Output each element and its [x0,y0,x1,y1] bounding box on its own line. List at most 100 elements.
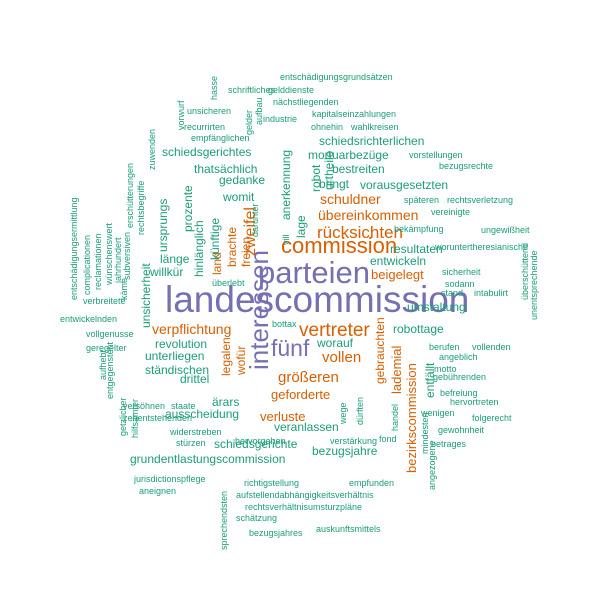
word-entschaedigungsgrundsaetzen: entschädigungsgrundsätzen [280,72,393,82]
word-wege: wege [338,402,348,425]
word-veranlassen: veranlassen [274,420,339,434]
word-rechtsverhaeltnisumsturzplaene: rechtsverhältnisumsturzpläne [245,502,362,512]
word-aufstellendabhaengigkeitsverhaeltnis: aufstellendabhängigkeitsverhältnis [236,490,374,500]
word-lademial: lademial [389,345,404,394]
word-vereinigte: vereinigte [431,207,470,217]
word-berufen: berufen [429,342,460,352]
word-mindesten: mindesten [420,412,430,454]
word-motto: motto [434,364,457,374]
word-kuenftige: künftige [208,218,222,260]
word-unentsprechende: unentsprechende [529,250,539,320]
word-schaetzung: schätzung [236,513,277,523]
word-intabulirt: intabulirt [474,288,509,298]
word-schiedsrichterlichen: schiedsrichterlichen [319,134,424,148]
word-revolution: revolution [155,337,207,351]
word-unterliegen: unterliegen [145,349,204,363]
word-erschuetterungen: erschütterungen [125,163,135,228]
word-entgegensteht: entgegensteht [105,341,115,399]
word-freien: freien [239,237,253,267]
word-reclamationen: reclamationen [93,233,103,290]
word-wofuer: wofür [234,346,248,376]
word-staendischen: ständischen [145,363,209,377]
word-hilfsaemter: hilfsämter [130,399,140,438]
word-legalen: legalen [219,337,233,376]
word-parteien: parteien [258,255,370,290]
word-vorausgesetzten: vorausgesetzten [360,178,448,192]
word-befreiung: befreiung [440,388,478,398]
word-aufbau: aufbau [254,97,264,125]
word-ueberlebt: überlebt [212,278,245,288]
word-brachte: brachte [225,227,239,267]
word-spaeteren: späteren [404,195,439,205]
word-aufhebt: aufhebt [98,349,108,380]
word-uebereinkommen: übereinkommen [318,207,418,223]
word-rechtsbegriffe: rechtsbegriffe [136,181,146,235]
word-staate: staate [171,401,196,411]
word-hervorgehen: hervorgehen [235,436,286,446]
word-empfaenglichen: empfänglichen [191,133,250,143]
word-womit: womit [222,190,255,204]
word-willkuer: willkür [149,265,183,279]
word-verstaerkung: verstärkung [330,436,377,446]
word-entschaedigungsermittlung: entschädigungsermittlung [69,197,79,300]
word-verluste: verluste [260,409,306,424]
word-bezugsrechte: bezugsrechte [439,161,493,171]
word-vill: vill [281,235,291,246]
word-subversiven: subversiven [122,232,132,280]
word-naechstliegenden: nächstliegenden [273,97,339,107]
word-prozente: prozente [181,185,195,232]
word-rechtsverletzung: rechtsverletzung [447,195,513,205]
word-vertreter: vertreter [299,320,370,341]
word-vorwurf: vorwurf [176,100,186,130]
word-urtheile: urtheile [322,150,336,190]
word-schiedsgerichtes: schiedsgerichtes [162,145,251,159]
word-empfunden: empfunden [349,478,394,488]
word-mortuarbezuege: mortuarbezüge [308,148,389,162]
word-drittel: drittel [180,372,209,386]
word-verpflichtung: verpflichtung [152,321,231,337]
word-entwickelnden: entwickelnden [60,314,117,324]
word-wahlkreisen: wahlkreisen [350,122,399,132]
word-entfaellt: entfällt [423,362,437,398]
word-stuerzen: stürzen [176,438,206,448]
word-anerkennung: anerkennung [279,150,293,220]
word-versoehnen: versöhnen [123,401,165,411]
word-complicationen: complicationen [82,235,92,295]
word-gewohnheit: gewohnheit [438,425,485,435]
word-gebrauchten: gebrauchten [373,317,387,384]
word-handel: handel [390,404,400,431]
word-gebuehrenden: gebührenden [433,372,486,382]
word-lage: lage [294,215,308,238]
word-gelddienste: gelddienste [268,85,314,95]
word-beigelegt: beigelegt [371,267,424,282]
word-hasse: hasse [209,76,219,100]
word-folgerecht: folgerecht [472,413,512,423]
word-geforderte: geforderte [271,387,330,402]
word-getzlicher: getzlicher [118,397,128,436]
word-stand: stand [441,288,463,298]
word-unsicheren: unsicheren [187,106,231,116]
word-widerstreben: widerstreben [169,427,222,437]
word-bringt: bringt [319,177,350,191]
word-laenge: länge [160,252,190,266]
word-gelder: gelder [244,110,254,135]
word-worauf: worauf [316,336,354,350]
word-sprechendsten: sprechendsten [219,491,229,550]
word-wenigen: wenigen [420,408,455,418]
word-aerars: ärars [212,395,239,409]
word-auskunftsmittels: auskunftsmittels [316,524,381,534]
word-robot: robot [309,164,323,192]
word-entwickeln: entwickeln [370,254,426,268]
word-angezogene: angezogene [427,440,437,490]
word-ueberschuettend: überschüttend [520,243,530,300]
word-unsicherheit: unsicherheit [139,263,153,328]
word-angeblich: angeblich [439,352,478,362]
word-woruntertheresianische: woruntertheresianische [434,242,528,252]
word-landescommission: landescommission [165,279,469,320]
word-interessen: interessen [244,250,274,370]
word-vollgenusse: vollgenusse [86,329,134,339]
word-zehentstehenden: zehentstehenden [123,413,192,423]
word-darunter: darunter [250,203,260,237]
